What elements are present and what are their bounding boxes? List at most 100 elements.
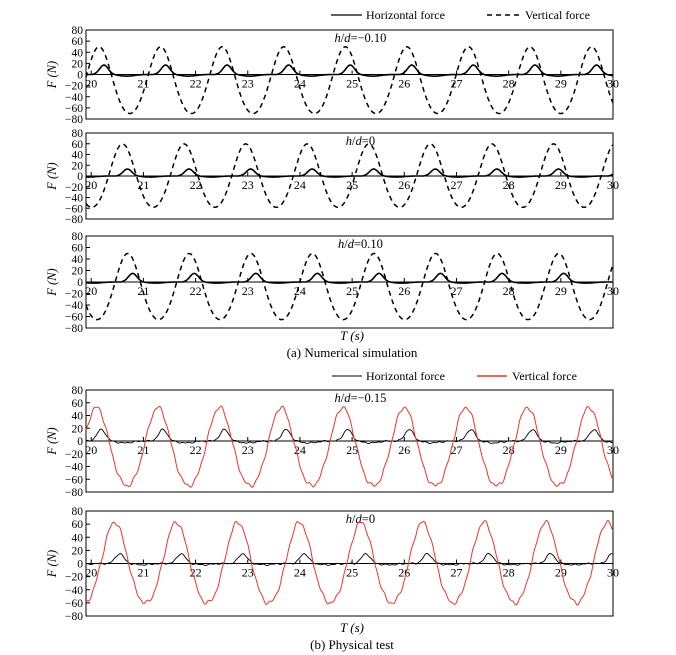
vertical-force-series-line <box>85 46 614 115</box>
y-tick-label: 20 <box>72 266 84 278</box>
y-tick-label: 0 <box>77 277 83 289</box>
x-tick-label: 20 <box>85 284 97 298</box>
y-tick-label: −40 <box>65 585 83 597</box>
x-tick-label: 27 <box>450 284 462 298</box>
legend-b-vertical-label: Vertical force <box>512 369 577 383</box>
x-tick-label: 28 <box>503 77 515 91</box>
caption-b: (b) Physical test <box>310 637 394 652</box>
y-tick-label: 40 <box>72 254 84 266</box>
y-tick-label: −40 <box>65 462 83 474</box>
x-tick-label: 24 <box>294 443 306 457</box>
x-tick-label: 23 <box>242 284 254 298</box>
y-tick-label: 40 <box>72 47 84 59</box>
x-tick-label: 27 <box>450 77 462 91</box>
x-tick-label: 30 <box>607 178 619 192</box>
x-tick-label: 24 <box>294 566 306 580</box>
x-tick-label: 21 <box>137 77 149 91</box>
x-tick-label: 20 <box>85 443 97 457</box>
x-tick-label: 30 <box>607 566 619 580</box>
x-tick-label: 25 <box>346 443 358 457</box>
x-tick-label: 26 <box>398 77 410 91</box>
y-tick-label: −20 <box>65 81 83 93</box>
y-tick-label: 80 <box>72 506 84 518</box>
y-axis-label: F (N) <box>45 550 59 578</box>
y-tick-label: 80 <box>72 25 84 37</box>
y-tick-label: −40 <box>65 193 83 205</box>
x-tick-label: 25 <box>346 284 358 298</box>
legend-a-vertical-label: Vertical force <box>525 8 590 22</box>
vertical-force-series-line <box>85 143 614 209</box>
y-axis-label: F (N) <box>45 61 59 89</box>
y-tick-label: −20 <box>65 182 83 194</box>
x-tick-label: 24 <box>294 178 306 192</box>
x-tick-label: 26 <box>398 178 410 192</box>
x-tick-label: 30 <box>607 443 619 457</box>
panel-title: h/d=0 <box>346 134 375 148</box>
y-tick-label: 60 <box>72 139 84 151</box>
panel-title: h/d=−0.10 <box>334 31 386 45</box>
y-tick-label: −80 <box>65 323 83 335</box>
x-tick-label: 25 <box>346 77 358 91</box>
x-tick-label: 25 <box>346 566 358 580</box>
x-tick-label: 29 <box>555 566 567 580</box>
x-tick-label: 23 <box>242 566 254 580</box>
x-tick-label: 29 <box>555 77 567 91</box>
y-tick-label: 20 <box>72 160 84 172</box>
x-tick-label: 22 <box>190 566 202 580</box>
horizontal-force-series-line <box>85 272 613 284</box>
y-tick-label: −80 <box>65 611 83 623</box>
x-tick-label: 26 <box>398 566 410 580</box>
horizontal-force-series-line <box>86 168 614 178</box>
x-tick-label: 25 <box>346 178 358 192</box>
y-tick-label: 60 <box>72 398 84 410</box>
x-tick-label: 22 <box>190 178 202 192</box>
y-axis-label: F (N) <box>45 427 59 455</box>
y-axis-label: F (N) <box>45 162 59 190</box>
y-tick-label: 80 <box>72 385 84 397</box>
x-tick-label: 20 <box>85 178 97 192</box>
y-tick-label: 0 <box>77 70 83 82</box>
x-axis-label-a: T (s) <box>340 328 364 343</box>
x-tick-label: 26 <box>398 284 410 298</box>
x-tick-label: 26 <box>398 443 410 457</box>
y-tick-label: −60 <box>65 598 83 610</box>
x-tick-label: 28 <box>503 566 515 580</box>
y-tick-label: −80 <box>65 487 83 499</box>
x-tick-label: 23 <box>242 178 254 192</box>
y-tick-label: −80 <box>65 214 83 226</box>
panel-title: h/d=−0.15 <box>334 391 386 405</box>
y-tick-label: 60 <box>72 519 84 531</box>
y-tick-label: −60 <box>65 103 83 115</box>
x-tick-label: 20 <box>85 77 97 91</box>
y-tick-label: −20 <box>65 572 83 584</box>
x-tick-label: 24 <box>294 284 306 298</box>
y-tick-label: −40 <box>65 300 83 312</box>
vertical-force-series-line <box>85 405 614 488</box>
x-axis-label-b: T (s) <box>340 620 364 635</box>
panel-title: h/d=0 <box>346 512 375 526</box>
x-tick-label: 27 <box>450 566 462 580</box>
horizontal-force-series-line <box>85 552 614 566</box>
horizontal-force-series-line <box>85 428 614 445</box>
x-tick-label: 27 <box>450 178 462 192</box>
caption-a: (a) Numerical simulation <box>287 345 418 360</box>
y-tick-label: −40 <box>65 92 83 104</box>
y-tick-label: −60 <box>65 474 83 486</box>
legend-a-horizontal-label: Horizontal force <box>366 8 445 22</box>
y-tick-label: −60 <box>65 312 83 324</box>
y-tick-label: 40 <box>72 532 84 544</box>
y-tick-label: −80 <box>65 114 83 126</box>
vertical-force-series-line <box>85 252 614 321</box>
y-tick-label: 60 <box>72 36 84 48</box>
x-tick-label: 22 <box>190 284 202 298</box>
horizontal-force-series-line <box>86 64 614 77</box>
y-tick-label: −60 <box>65 203 83 215</box>
y-tick-label: 60 <box>72 243 84 255</box>
y-tick-label: 20 <box>72 423 84 435</box>
